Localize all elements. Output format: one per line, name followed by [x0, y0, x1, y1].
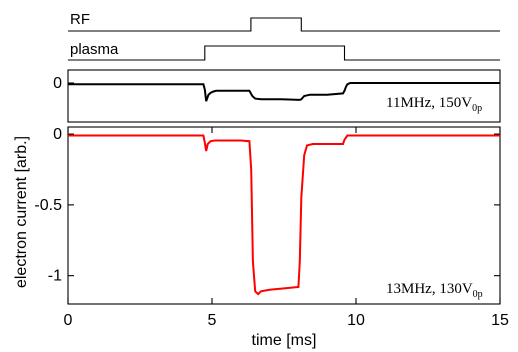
- upper-annotation-main: 11MHz, 150V: [386, 95, 472, 111]
- lower-annotation-sub: 0p: [473, 289, 483, 300]
- upper-annotation: 11MHz, 150V0p: [386, 95, 482, 114]
- lower-annotation: 13MHz, 130V0p: [386, 281, 483, 300]
- lower-annotation-main: 13MHz, 130V: [386, 281, 473, 297]
- x-tick-label: 15: [491, 312, 509, 329]
- x-axis-label: time [ms]: [252, 332, 317, 349]
- upper-panel-frame: [67, 69, 501, 123]
- x-tick-label: 10: [347, 312, 365, 329]
- plasma-timing-line: [68, 45, 500, 61]
- timing-panel: RF plasma: [68, 11, 500, 61]
- lower-ticks: 0 -0.5 -1 0 5 10 15: [34, 126, 509, 329]
- rf-label: RF: [70, 11, 90, 28]
- lower-panel: 0 -0.5 -1 0 5 10 15 13MHz, 130V0p: [34, 126, 509, 329]
- x-tick-label: 5: [208, 312, 217, 329]
- lower-trace-line: [68, 134, 500, 296]
- y-tick-label: -0.5: [34, 197, 62, 214]
- upper-y-tick-label: 0: [53, 75, 62, 92]
- x-tick-label: 0: [64, 312, 73, 329]
- upper-trace-line: [68, 82, 500, 102]
- plasma-label: plasma: [70, 41, 119, 58]
- lower-panel-frame: [67, 126, 501, 305]
- y-axis-label: electron current [arb.]: [13, 136, 30, 288]
- rf-timing-line: [68, 17, 500, 32]
- upper-panel: 0 11MHz, 150V0p: [53, 69, 501, 123]
- upper-annotation-sub: 0p: [472, 103, 482, 114]
- y-tick-label: 0: [53, 126, 62, 143]
- y-tick-label: -1: [48, 268, 62, 285]
